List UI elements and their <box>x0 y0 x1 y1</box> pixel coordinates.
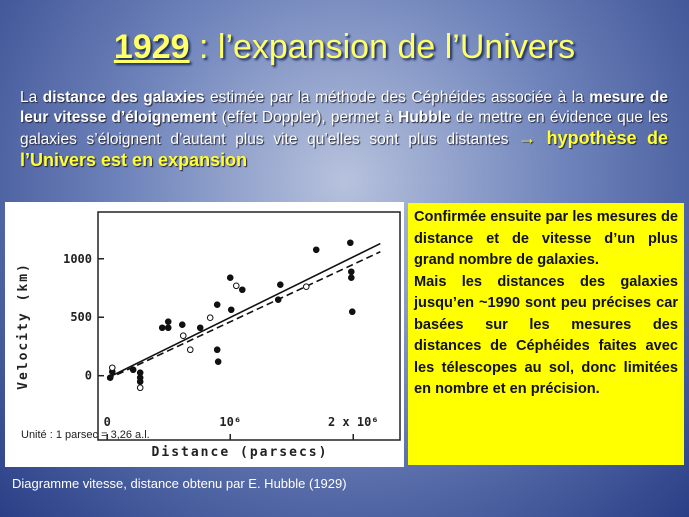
data-point <box>158 324 166 332</box>
x-tick-label: 10⁶ <box>219 415 241 429</box>
fit-line <box>106 242 381 379</box>
data-point <box>227 306 235 314</box>
data-point <box>226 274 234 282</box>
data-point <box>213 301 221 309</box>
intro-text: La distance des galaxies estimée par la … <box>20 88 668 172</box>
side-paragraph: Mais les distances des galaxies jusqu’en… <box>414 273 678 398</box>
y-tick-label: 0 <box>85 369 92 383</box>
data-point <box>213 346 221 354</box>
data-point <box>186 346 194 354</box>
x-axis-label: Distance (parsecs) <box>152 445 329 460</box>
title-run: 1929 <box>113 28 190 66</box>
data-point <box>347 274 355 282</box>
plot-frame <box>97 211 401 441</box>
intro-run: Hubble <box>398 109 451 126</box>
data-point <box>206 314 214 321</box>
data-point <box>108 364 116 372</box>
slide-title: 1929 : l’expansion de l’Univers <box>0 28 689 67</box>
data-point <box>136 384 144 392</box>
y-tick-label: 1000 <box>63 252 92 266</box>
data-point <box>129 366 137 374</box>
data-point <box>179 332 187 340</box>
fit-line <box>106 251 381 380</box>
annotation: Unité : 1 parsec = 3,26 a.l. <box>21 429 150 441</box>
intro-run: distance des galaxies <box>42 89 205 106</box>
data-point <box>196 324 204 332</box>
data-point <box>164 324 172 332</box>
x-tick-label: 2 x 10⁶ <box>328 415 379 429</box>
conclusion: → hypothèse de l’Univers est en expansio… <box>20 128 669 170</box>
data-point <box>302 283 310 291</box>
data-point <box>348 308 356 316</box>
data-point <box>274 296 282 303</box>
data-point <box>232 282 240 290</box>
intro-run: (effet Doppler), permet à <box>216 109 399 126</box>
data-point <box>164 318 172 325</box>
intro-run: La <box>20 89 43 106</box>
data-point <box>178 321 186 329</box>
data-point <box>347 239 354 247</box>
data-point <box>312 246 320 254</box>
intro-run: de mettre en évidence que les galaxies s… <box>20 109 668 148</box>
chart: 0 500 1000 0 10⁶ 2 x 10⁶ Velocity (km) Distance… <box>5 202 404 467</box>
data-point <box>106 374 114 381</box>
x-tick-label: 0 <box>104 415 111 429</box>
intro-run: mesure de leur vitesse d’éloignement <box>20 89 668 126</box>
data-point <box>277 281 284 289</box>
data-point <box>214 358 222 365</box>
y-tick-label: 500 <box>70 310 92 324</box>
caption: Diagramme vitesse, distance obtenu par E… <box>12 476 347 491</box>
data-point <box>347 268 355 276</box>
data-point <box>238 286 246 294</box>
data-point <box>136 378 144 385</box>
side-box: Confirmée ensuite par les mesures de dis… <box>408 203 684 465</box>
y-axis-label: Velocity (km) <box>16 262 31 390</box>
intro-run: estimée par la méthode des Céphéides ass… <box>204 89 590 106</box>
title-run: : l’expansion de l’Univers <box>189 28 576 66</box>
side-paragraph: Confirmée ensuite par les mesures de dis… <box>414 209 678 268</box>
